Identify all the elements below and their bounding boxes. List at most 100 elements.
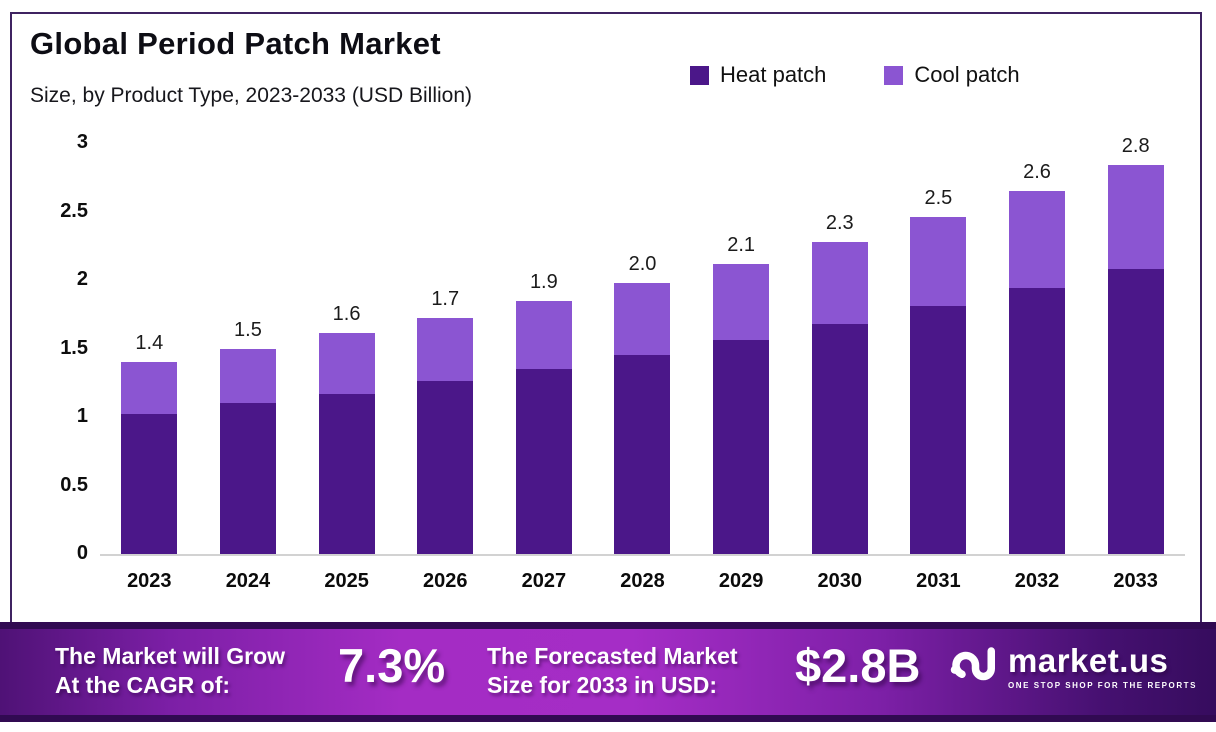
bar-total-label: 2.6 — [1023, 160, 1051, 183]
bar-segment-heat-patch — [1009, 288, 1066, 554]
forecast-value: $2.8B — [795, 639, 921, 692]
cagr-label-line1: The Market will Grow — [55, 643, 286, 669]
brand-tagline: ONE STOP SHOP FOR THE REPORTS — [1008, 681, 1197, 690]
bar-group-2030: 2.3 — [790, 212, 889, 554]
marketus-logo: market.us ONE STOP SHOP FOR THE REPORTS — [950, 644, 1197, 693]
bar-segment-heat-patch — [713, 340, 770, 554]
bar-total-label: 2.3 — [825, 211, 854, 234]
bar-group-2031: 2.5 — [889, 187, 988, 554]
bar-segment-cool-patch — [417, 318, 474, 382]
marketus-logo-text: market.us ONE STOP SHOP FOR THE REPORTS — [1008, 644, 1197, 690]
y-tick-label: 1 — [76, 405, 88, 427]
bar-stack — [318, 333, 375, 554]
bar-total-label: 2.8 — [1121, 134, 1150, 157]
y-tick-label: 3 — [76, 131, 88, 153]
x-axis-label-2028: 2028 — [620, 570, 665, 592]
x-axis-labels: 2023 2024 2025 2026 2027 2028 2029 2030 2031 2032… — [100, 570, 1185, 600]
legend-swatch — [884, 65, 904, 85]
bar-total-label: 1.7 — [431, 288, 460, 311]
bar-stack — [515, 300, 572, 554]
bar-total-label: 2.0 — [628, 252, 657, 275]
bar-stack — [1009, 190, 1066, 554]
legend-label: Cool patch — [914, 62, 1020, 87]
x-axis-label-2027: 2027 — [521, 570, 567, 592]
bar-total-label: 2.5 — [924, 186, 953, 209]
bar-group-2027: 1.9 — [495, 271, 594, 554]
bar-segment-cool-patch — [219, 348, 276, 404]
x-axis-label-2032: 2032 — [1014, 570, 1060, 592]
x-axis-label-2025: 2025 — [324, 570, 369, 592]
bar-segment-heat-patch — [910, 306, 967, 554]
x-axis-label-2023: 2023 — [127, 570, 172, 592]
bar-segment-cool-patch — [811, 241, 868, 324]
forecast-label: The Forecasted Market Size for 2033 in U… — [487, 642, 738, 701]
cagr-label: The Market will Grow At the CAGR of: — [55, 642, 285, 701]
bar-group-2023: 1.4 — [100, 332, 199, 554]
bar-group-2028: 2.0 — [593, 253, 692, 554]
marketus-logo-icon — [950, 644, 998, 693]
x-axis-label-2029: 2029 — [718, 570, 764, 592]
bar-stack — [910, 216, 967, 554]
bar-segment-heat-patch — [219, 403, 276, 554]
bar-total-label: 1.5 — [234, 318, 262, 341]
bar-group-2026: 1.7 — [396, 288, 495, 554]
legend-item-heat-patch: Heat patch — [690, 62, 826, 88]
forecast-label-line2: Size for 2033 in USD: — [487, 672, 718, 699]
cagr-value: 7.3% — [338, 639, 446, 692]
bar-group-2032: 2.6 — [988, 161, 1087, 554]
y-tick-label: 1.5 — [60, 336, 88, 359]
chart-subtitle: Size, by Product Type, 2023-2033 (USD Bi… — [30, 84, 473, 107]
bar-stack — [811, 241, 868, 554]
bar-stack — [121, 362, 178, 554]
x-axis-label-2033: 2033 — [1113, 570, 1158, 592]
bar-segment-cool-patch — [614, 282, 671, 356]
cagr-label-line2: At the CAGR of: — [55, 672, 231, 699]
bar-stack — [713, 263, 770, 554]
legend-swatch — [690, 65, 709, 85]
page-title: Global Period Patch Market — [30, 26, 441, 61]
bar-segment-heat-patch — [614, 355, 671, 554]
y-axis-ticks: 0 0.5 1 1.5 2 2.5 3 — [28, 131, 88, 564]
x-axis-label-2031: 2031 — [916, 570, 961, 592]
bar-segment-heat-patch — [121, 414, 178, 554]
y-tick-label: 0 — [76, 542, 88, 564]
forecast-label-line1: The Forecasted Market — [487, 643, 738, 669]
y-tick-label: 2.5 — [60, 199, 88, 222]
y-tick-label: 0.5 — [60, 473, 88, 496]
footer-banner: The Market will Grow At the CAGR of: 7.3… — [0, 622, 1216, 722]
chart-legend: Heat patch Cool patch — [690, 62, 1020, 88]
bar-stack — [219, 348, 276, 554]
bar-stack — [417, 318, 474, 554]
bar-group-2025: 1.6 — [297, 303, 396, 554]
x-axis-label-2030: 2030 — [817, 570, 863, 592]
bar-segment-cool-patch — [318, 333, 375, 394]
bar-segment-heat-patch — [811, 323, 868, 554]
bar-stack — [614, 282, 671, 554]
bar-stack — [1107, 164, 1164, 554]
bar-segment-cool-patch — [910, 216, 967, 307]
legend-label: Heat patch — [720, 62, 827, 87]
bar-segment-heat-patch — [1107, 269, 1164, 554]
x-axis-label-2026: 2026 — [422, 570, 468, 592]
bar-segment-heat-patch — [318, 393, 375, 554]
x-axis-label-2024: 2024 — [225, 570, 271, 592]
y-tick-label: 2 — [76, 268, 88, 290]
bar-total-label: 2.1 — [727, 233, 756, 256]
bar-group-2029: 2.1 — [692, 234, 791, 554]
footer-banner-gradient — [0, 629, 1216, 715]
bar-segment-cool-patch — [713, 263, 770, 341]
bar-segment-cool-patch — [1009, 190, 1066, 289]
bar-total-label: 1.9 — [529, 270, 558, 293]
legend-item-cool-patch: Cool patch — [884, 62, 1020, 88]
bar-total-label: 1.6 — [332, 303, 361, 326]
bar-total-label: 1.4 — [135, 332, 164, 355]
bar-plot-area: 1.4 1.5 1.6 1.7 1.9 2.0 2.1 2.3 2.5 2.6 2.8 — [100, 135, 1185, 556]
bar-group-2033: 2.8 — [1086, 135, 1185, 554]
brand-name: market.us — [1008, 642, 1169, 679]
bar-segment-cool-patch — [515, 300, 572, 370]
bar-segment-cool-patch — [1107, 164, 1164, 270]
bar-group-2024: 1.5 — [199, 319, 298, 554]
bar-segment-cool-patch — [121, 362, 178, 415]
bar-segment-heat-patch — [515, 369, 572, 554]
